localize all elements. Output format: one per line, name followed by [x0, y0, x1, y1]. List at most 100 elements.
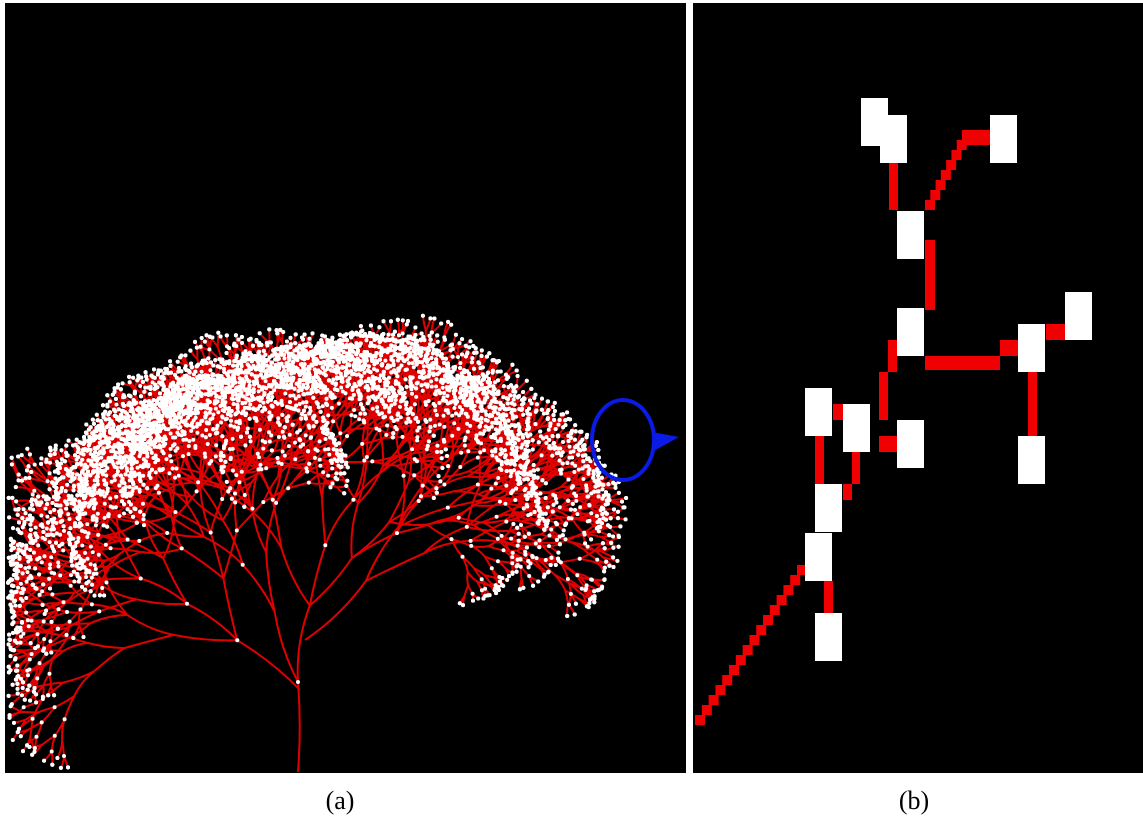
node-dot: [301, 383, 305, 387]
node-dot: [149, 436, 153, 440]
node-dot: [304, 344, 308, 348]
node-dot: [245, 369, 249, 373]
node-dot: [70, 564, 74, 568]
node-dot: [239, 362, 243, 366]
node-dot: [138, 510, 142, 514]
node-dot: [101, 403, 105, 407]
node-dot: [429, 379, 433, 383]
node-dot: [365, 455, 369, 459]
node-dot: [230, 497, 234, 501]
node-dot: [275, 328, 279, 332]
node-dot: [128, 380, 132, 384]
node-dot: [306, 379, 310, 383]
node-dot: [234, 372, 238, 376]
node-dot: [291, 365, 295, 369]
node-dot: [208, 417, 212, 421]
node-dot: [254, 375, 258, 379]
node-dot: [362, 459, 366, 463]
node-dot: [78, 511, 82, 515]
node-dot: [282, 436, 286, 440]
node-dot: [429, 425, 433, 429]
node-dot: [265, 344, 269, 348]
node-dot: [288, 394, 292, 398]
node-dot: [117, 484, 121, 488]
node-dot: [141, 380, 145, 384]
node-dot: [432, 434, 436, 438]
node-dot: [207, 347, 211, 351]
node-dot: [153, 387, 157, 391]
node-dot: [327, 453, 331, 457]
node-dot: [263, 353, 267, 357]
node-dot: [176, 381, 180, 385]
node-dot: [258, 331, 262, 335]
node-dot: [224, 442, 228, 446]
node-dot: [193, 396, 197, 400]
node-dot: [132, 398, 136, 402]
node-dot: [333, 368, 337, 372]
node-dot: [72, 484, 76, 488]
node-dot: [308, 373, 312, 377]
node-dot: [142, 513, 146, 517]
node-dot: [186, 369, 190, 373]
node-dot: [428, 369, 432, 373]
node-dot: [153, 376, 157, 380]
node-dot: [397, 333, 401, 337]
node-dot: [121, 459, 125, 463]
node-dot: [121, 381, 125, 385]
node-dot: [276, 354, 280, 358]
node-dot: [395, 427, 399, 431]
node-dot: [244, 375, 248, 379]
node-dot: [117, 451, 121, 455]
node-dot: [317, 405, 321, 409]
node-dot: [158, 468, 162, 472]
node-dot: [76, 540, 80, 544]
node-dot: [396, 411, 400, 415]
node-dot: [116, 469, 120, 473]
node-dot: [463, 444, 467, 448]
node-dot: [195, 431, 199, 435]
node-dot: [131, 489, 135, 493]
node-dot: [199, 345, 203, 349]
node-dot: [323, 543, 327, 547]
node-dot: [331, 419, 335, 423]
node-dot: [301, 401, 305, 405]
node-dot: [93, 594, 97, 598]
node-dot: [412, 473, 416, 477]
node-dot: [482, 448, 486, 452]
node-dot: [142, 523, 146, 527]
node-dot: [129, 503, 133, 507]
node-dot: [339, 472, 343, 476]
node-dot: [84, 575, 88, 579]
node-dot: [204, 385, 208, 389]
node-dot: [257, 350, 261, 354]
node-dot: [338, 431, 342, 435]
node-dot: [257, 343, 261, 347]
node-dot: [289, 342, 293, 346]
node-dot: [330, 406, 334, 410]
node-dot: [316, 389, 320, 393]
node-dot: [173, 436, 177, 440]
node-dot: [80, 585, 84, 589]
node-dot: [293, 441, 297, 445]
node-dot: [117, 407, 121, 411]
node-dot: [401, 435, 405, 439]
node-dot: [248, 351, 252, 355]
node-dot: [225, 333, 229, 337]
node-dot: [200, 361, 204, 365]
node-dot: [293, 387, 297, 391]
node-dot: [360, 442, 364, 446]
node-dot: [278, 385, 282, 389]
node-dot: [269, 391, 273, 395]
node-dot: [321, 365, 325, 369]
node-dot: [128, 478, 132, 482]
node-dot: [145, 455, 149, 459]
node-dot: [259, 467, 263, 471]
node-dot: [177, 474, 181, 478]
node-dot: [309, 344, 313, 348]
node-dot: [311, 396, 315, 400]
node-dot: [68, 541, 72, 545]
node-dot: [208, 335, 212, 339]
node-dot: [132, 507, 136, 511]
node-dot: [91, 550, 95, 554]
node-dot: [327, 378, 331, 382]
